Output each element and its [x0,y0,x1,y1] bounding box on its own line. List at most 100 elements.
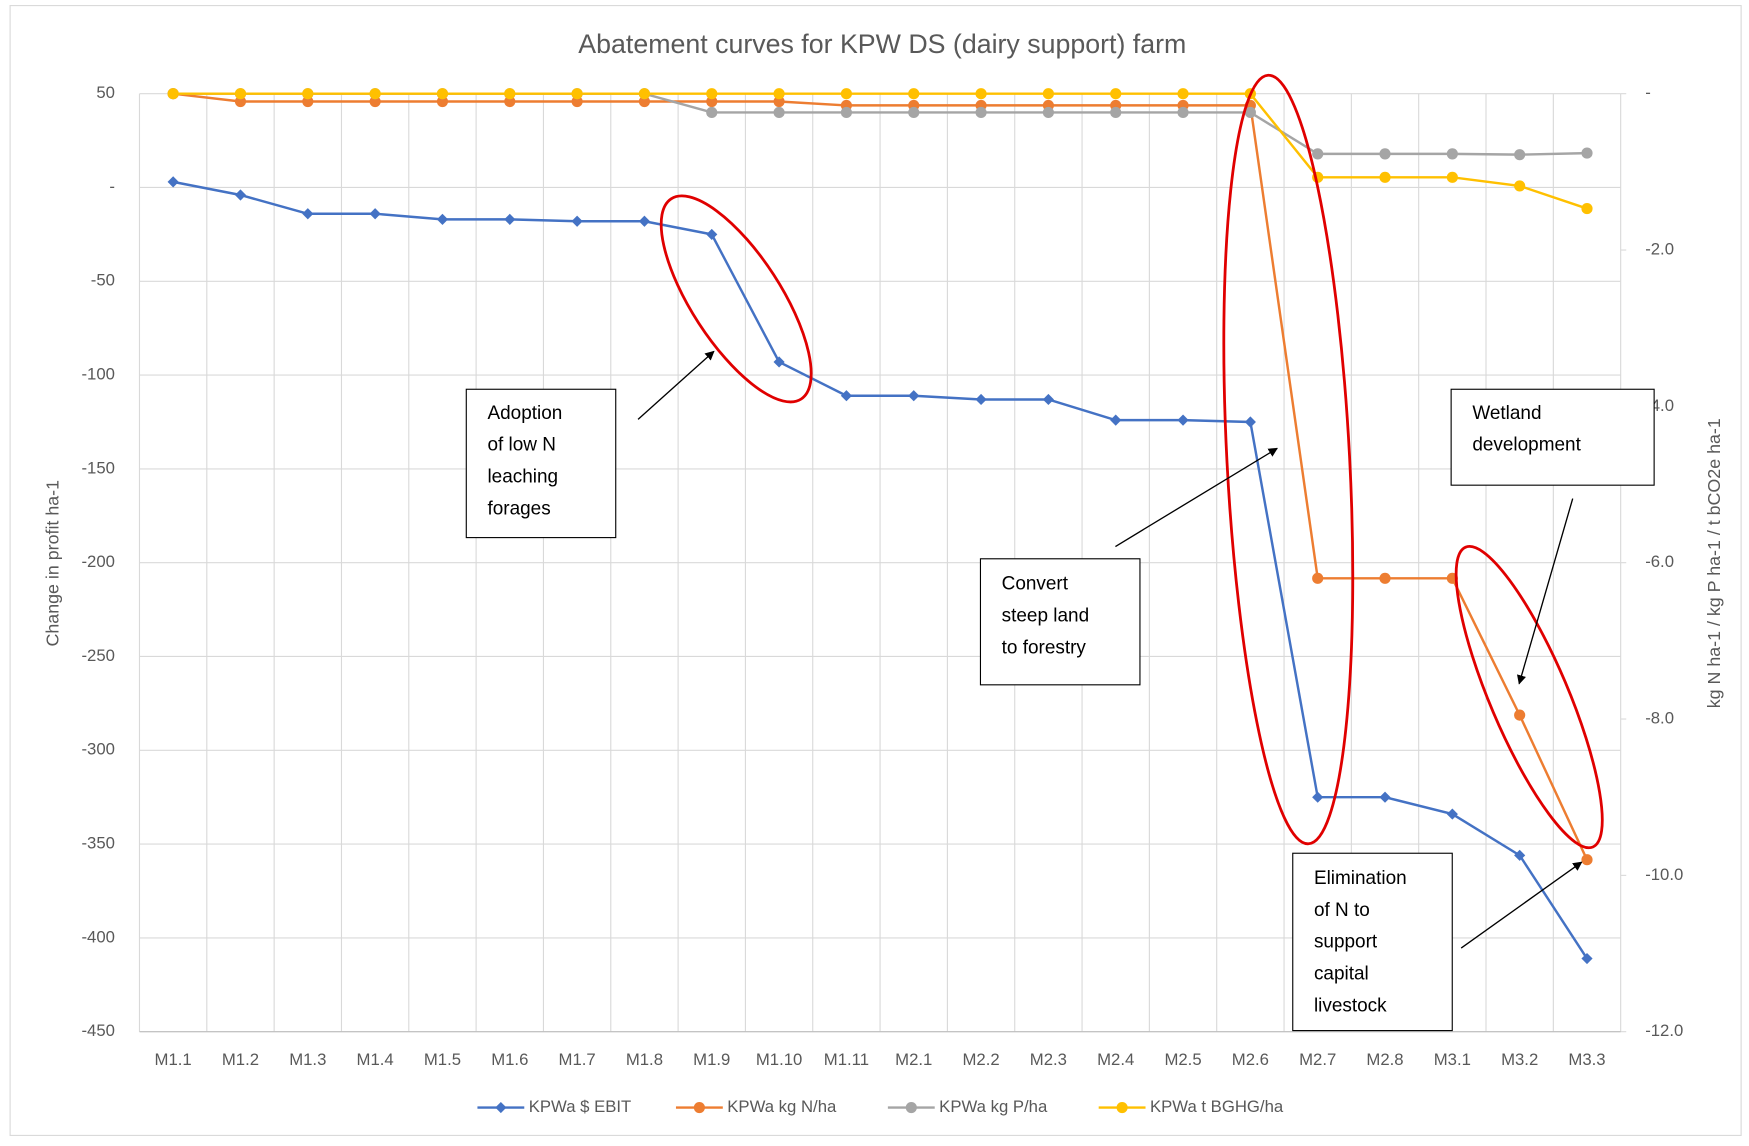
data-point [706,95,718,108]
data-point [975,88,987,100]
x-tick-label: M2.6 [1232,1050,1269,1069]
data-point [436,95,449,108]
y2-tick-label: -2.0 [1645,239,1674,258]
x-tick-label: M1.2 [222,1050,259,1069]
y-tick-label: -450 [81,1021,114,1040]
annotation-text: capital [1314,964,1369,985]
data-point [706,106,718,119]
data-point [436,88,449,100]
x-tick-label: M1.4 [357,1050,394,1069]
series-line [173,92,1588,210]
annotation-arrow [1460,861,1583,949]
data-point [1514,149,1526,161]
y2-tick-label: - [1645,83,1651,102]
data-point [1177,88,1189,100]
y-tick-label: -400 [81,927,114,946]
legend-label: KPWa kg N/ha [727,1097,837,1116]
data-point [571,95,583,108]
grid: 50 - -50 -100 -150 -200 -250 -300 -350 -400 -450 - -… [81,83,1683,1069]
x-tick-label: M3.2 [1501,1050,1538,1069]
legend-label: KPWa $ EBIT [529,1097,632,1116]
data-point [1581,203,1593,215]
data-point [1379,148,1391,160]
y2-tick-label: -12.0 [1645,1021,1683,1040]
chart-title: Abatement curves for KPW DS (dairy suppo… [578,29,1186,59]
data-point [908,88,920,100]
annotation-text: development [1472,435,1581,456]
x-tick-label: M2.4 [1097,1050,1134,1069]
x-tick-label: M3.1 [1434,1050,1471,1069]
legend-marker [905,1101,917,1114]
x-tick-label: M1.8 [626,1050,663,1069]
data-point [369,88,381,100]
data-point [1446,171,1458,183]
y2-tick-label: -10.0 [1645,865,1683,884]
chart-border [9,5,1742,1136]
x-tick-label: M2.2 [962,1050,999,1069]
data-point [1312,572,1324,584]
y-tick-label: - [109,177,115,196]
highlight-ellipse [1222,73,1355,846]
x-tick-label: M2.1 [895,1050,932,1069]
data-point [1446,148,1458,160]
x-tick-label: M2.7 [1299,1050,1336,1069]
annotation-box [465,388,617,539]
data-point [234,95,247,108]
data-point [1110,106,1122,119]
data-point [638,88,651,100]
data-point [975,106,987,119]
data-point [234,88,247,100]
y2-tick-label: -8.0 [1645,708,1674,727]
y-tick-label: -50 [91,271,115,290]
data-point [1379,171,1391,183]
legend-marker [693,1101,705,1114]
data-point [504,88,516,100]
data-point [571,88,583,100]
y-tick-label: -200 [81,552,114,571]
annotation-text: Wetland [1472,403,1541,424]
data-point [706,228,718,240]
data-point [302,208,314,220]
x-tick-label: M1.9 [693,1050,730,1069]
y2-axis-title: kg N ha-1 / kg P ha-1 / t bCO2e ha-1 [1704,418,1724,708]
data-point [1177,106,1189,119]
data-point [773,88,785,100]
x-tick-label: M2.8 [1366,1050,1403,1069]
y-tick-label: -350 [81,834,114,853]
x-tick-label: M1.1 [155,1050,192,1069]
data-point [638,215,651,227]
data-point [1514,709,1526,721]
data-point [840,88,852,100]
y2-tick-label: -6.0 [1645,552,1674,571]
data-point [1581,854,1593,866]
annotation-text: of N to [1314,900,1370,921]
data-point [1581,147,1593,159]
x-tick-label: M2.5 [1164,1050,1201,1069]
highlight-ellipse [659,194,813,404]
annotations: Adoption of low N leaching forages Convert st… [465,73,1655,1032]
annotation-text: of low N [487,435,555,456]
legend-marker [1116,1101,1128,1114]
annotation-arrow [1115,447,1278,548]
x-tick-label: M3.3 [1568,1050,1605,1069]
annotation-box [1292,852,1453,1032]
data-point [1042,106,1054,119]
legend: KPWa $ EBIT KPWa kg N/ha KPWa kg P/ha KPWa … [477,1097,1284,1116]
legend-label: KPWa kg P/ha [939,1097,1048,1116]
data-point [369,208,381,220]
y-tick-label: -250 [81,646,114,665]
data-point [1312,148,1324,160]
annotation-text: Elimination [1314,868,1407,889]
data-point [773,106,785,119]
y-tick-label: -100 [81,365,114,384]
data-point [571,215,583,227]
data-point [773,95,785,108]
data-point [638,95,651,108]
data-point [234,189,247,201]
annotation-box [1450,388,1655,486]
data-point [369,95,381,108]
x-tick-label: M1.5 [424,1050,461,1069]
highlight-ellipse [1454,545,1604,850]
